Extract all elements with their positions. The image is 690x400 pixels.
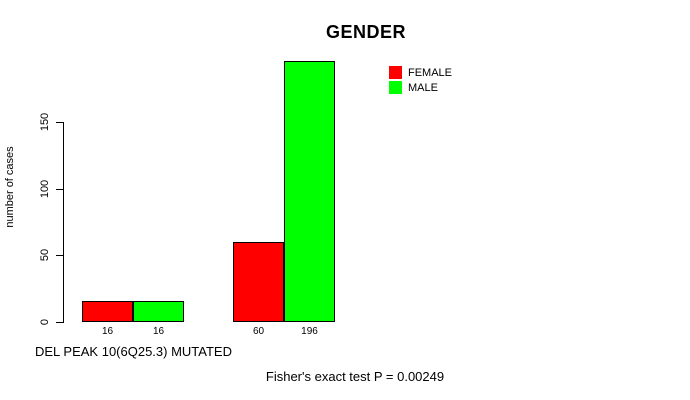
- legend: FEMALE MALE: [389, 65, 452, 95]
- y-tick-0: [56, 322, 63, 323]
- bar-female-group-1: [82, 300, 133, 322]
- y-tick-100: [56, 188, 63, 190]
- y-tick-50: [56, 255, 63, 257]
- legend-label-male: MALE: [408, 81, 438, 94]
- y-tick-label-0: 0: [39, 318, 51, 326]
- x-axis-label: DEL PEAK 10(6Q25.3) MUTATED: [35, 344, 232, 359]
- bar-value-male-group-2: 196: [301, 326, 318, 337]
- legend-label-female: FEMALE: [408, 66, 453, 79]
- legend-swatch-male: [389, 81, 402, 94]
- y-tick-150: [56, 122, 63, 123]
- y-tick-label-50: 50: [39, 249, 51, 262]
- bar-female-group-2: [233, 242, 284, 322]
- y-tick-label-150: 150: [39, 112, 51, 132]
- legend-row-male: MALE: [389, 80, 452, 95]
- bar-value-female-group-1: 16: [101, 326, 114, 337]
- y-tick-label-100: 100: [39, 179, 51, 198]
- bar-value-male-group-1: 16: [152, 326, 165, 337]
- legend-swatch-female: [389, 66, 402, 79]
- bar-value-female-group-2: 60: [252, 326, 265, 337]
- y-axis-line: [63, 122, 64, 323]
- bar-male-group-1: [133, 300, 184, 322]
- bar-male-group-2: [284, 60, 335, 322]
- chart-title: GENDER: [325, 22, 407, 42]
- stat-annotation: Fisher's exact test P = 0.00249: [265, 369, 445, 384]
- legend-row-female: FEMALE: [389, 65, 452, 80]
- y-axis-label: number of cases: [4, 146, 16, 228]
